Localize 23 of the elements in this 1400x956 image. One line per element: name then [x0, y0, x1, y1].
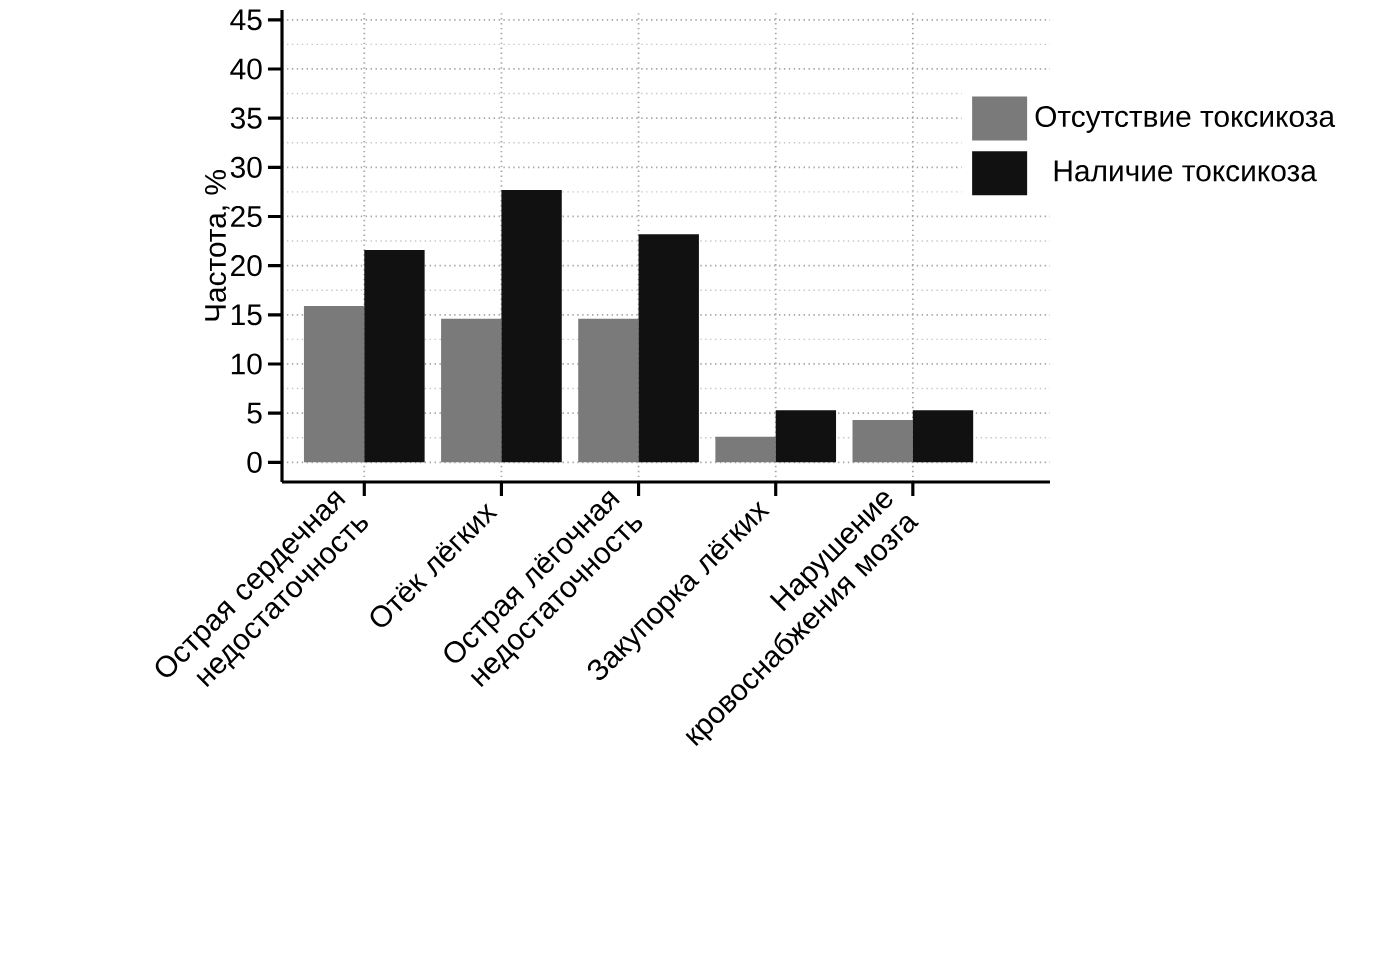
y-tick-label: 35: [230, 107, 262, 129]
legend-label: Отсутствие токсикоза: [1035, 105, 1336, 133]
bar: [364, 249, 425, 463]
y-tick-label: 30: [230, 156, 262, 178]
y-tick-label: 20: [231, 255, 262, 277]
y-tick-label: 0: [247, 451, 262, 473]
bar: [775, 410, 837, 463]
legend-label: Наличие токсикоза: [1054, 160, 1317, 182]
bar: [638, 234, 699, 463]
y-tick-label: 5: [247, 402, 262, 424]
y-tick-label: 45: [230, 9, 262, 31]
y-axis-title: Частота, %: [205, 170, 230, 321]
bar: [852, 420, 913, 463]
y-tick-label: 25: [231, 205, 262, 228]
bar: [501, 189, 562, 463]
bar: [578, 318, 639, 463]
bar: [715, 436, 776, 463]
bar: [441, 318, 502, 463]
bar: [303, 305, 365, 463]
bar: [912, 410, 974, 463]
y-tick-label: 10: [231, 353, 262, 375]
y-tick-label: 40: [230, 58, 262, 80]
y-tick-label: 15: [231, 304, 262, 326]
